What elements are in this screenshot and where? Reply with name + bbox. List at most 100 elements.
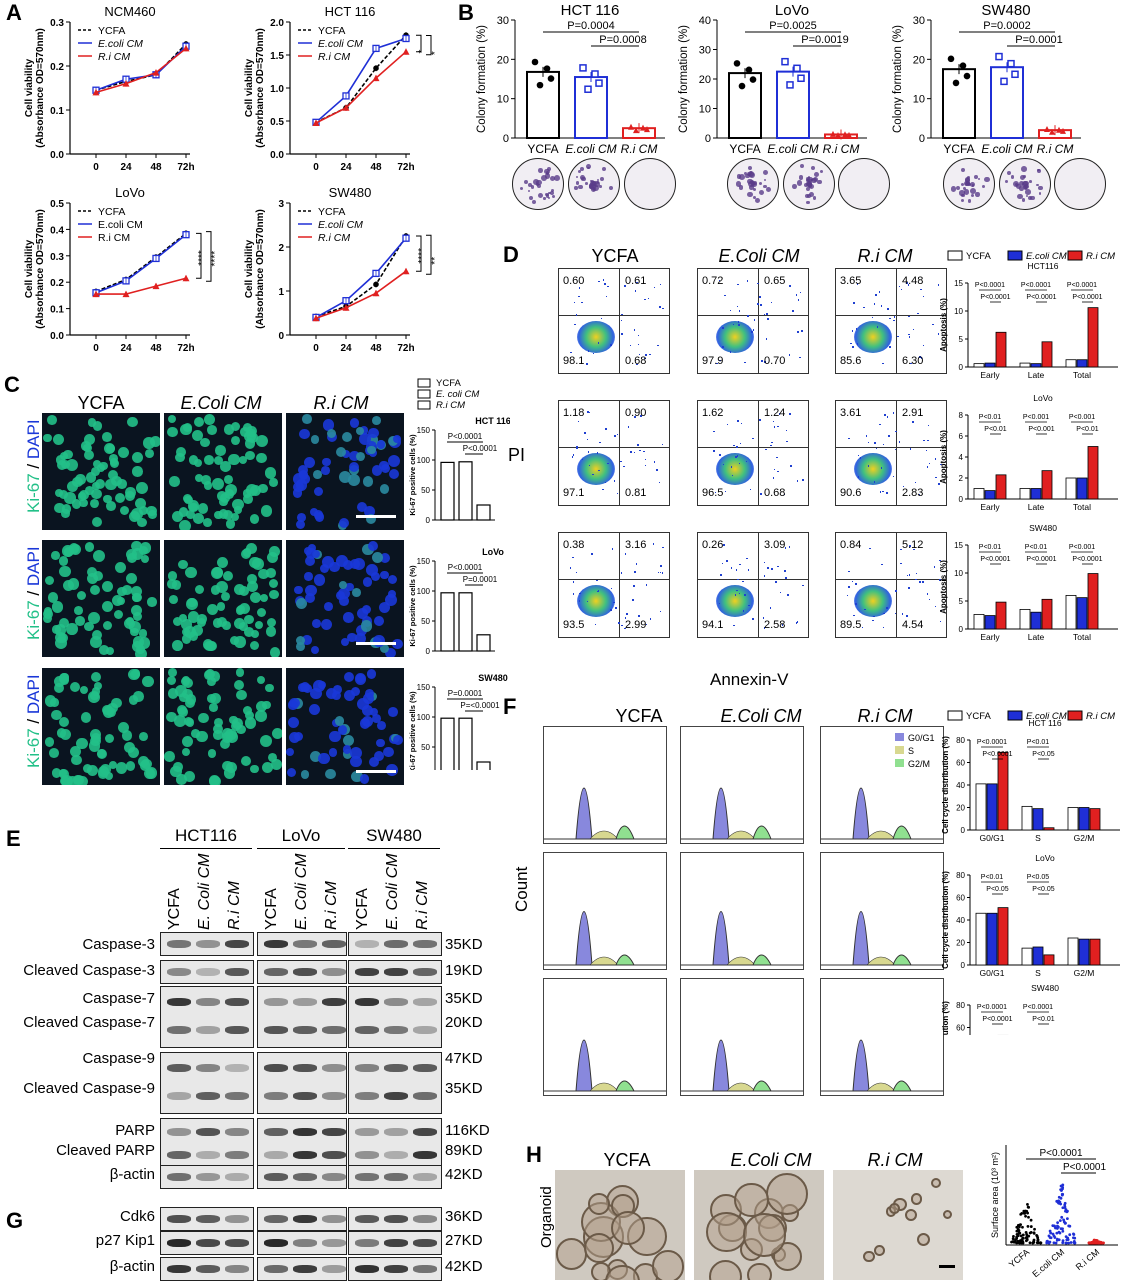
h-organoid-1 — [694, 1170, 824, 1280]
event-dot — [637, 444, 639, 446]
e-lane-0-2: R.i CM — [226, 881, 244, 930]
g-row-label-0: Cdk6 — [0, 1208, 155, 1225]
quadrant-vline — [896, 401, 897, 505]
cell-nucleus — [93, 550, 105, 562]
event-dot — [719, 454, 721, 456]
g-kd-0: 36KD — [445, 1208, 483, 1225]
c-yticklabel-2-1: 50 — [421, 743, 430, 752]
event-dot — [923, 296, 925, 298]
e-lane-2-0: YCFA — [354, 888, 372, 930]
d-flow-1-0: 1.18 0.90 97.1 0.81 — [558, 400, 670, 506]
h-point-1 — [1062, 1218, 1065, 1221]
quadrant-hline — [698, 579, 808, 580]
b-cat-2-2: R.i CM — [1037, 142, 1074, 156]
e-lane-1-2: R.i CM — [323, 881, 341, 930]
cell-nucleus — [59, 717, 69, 727]
f-cat-0-1: S — [1035, 833, 1041, 843]
cell-nucleus — [236, 668, 244, 676]
cell-nucleus — [61, 460, 70, 469]
event-dot — [767, 318, 769, 320]
d-quadrant-ur: 3.09 — [764, 539, 785, 551]
cell-nucleus — [229, 716, 238, 725]
d-p-2-1: P<0.0001 — [980, 556, 1010, 563]
cell-nucleus — [103, 621, 112, 630]
event-dot — [752, 438, 754, 440]
event-dot — [658, 572, 660, 574]
b-dish-0-2 — [624, 158, 676, 210]
f-hist-2-0 — [543, 978, 667, 1096]
event-dot — [731, 466, 733, 468]
cell-nucleus — [109, 761, 117, 769]
h-point-0 — [1012, 1237, 1015, 1240]
a-line-3-1 — [316, 238, 406, 317]
protein-band — [413, 1215, 437, 1223]
event-dot — [887, 416, 889, 418]
b-yticklabel-2-1: 10 — [913, 94, 925, 106]
cell-nucleus — [257, 676, 265, 684]
event-dot — [733, 445, 735, 447]
f-yticklabel-1-0: 0 — [961, 961, 966, 970]
d-quadrant-ll: 97.9 — [702, 355, 723, 367]
cell-nucleus — [324, 602, 333, 611]
event-dot — [737, 420, 739, 422]
event-dot — [638, 615, 640, 617]
event-dot — [713, 450, 715, 452]
protein-band — [196, 1173, 220, 1181]
cell-nucleus — [339, 518, 349, 528]
e-blot-0-2 — [348, 932, 442, 956]
cell-nucleus — [71, 755, 81, 765]
event-dot — [872, 620, 874, 622]
event-dot — [738, 324, 740, 326]
colony-dot — [1029, 180, 1032, 183]
protein-band — [167, 1239, 191, 1247]
event-dot — [598, 281, 600, 283]
cell-nucleus — [135, 498, 146, 509]
protein-band — [167, 1128, 191, 1136]
event-dot — [790, 465, 792, 467]
cell-nucleus — [352, 588, 361, 597]
h-point-0 — [1027, 1216, 1030, 1219]
a-yticklabel-1-1: 0.5 — [270, 117, 284, 128]
event-dot — [751, 331, 753, 333]
cell-nucleus — [336, 447, 346, 457]
event-dot — [593, 353, 595, 355]
event-dot — [798, 299, 800, 301]
protein-band — [167, 1265, 191, 1273]
c-p1-2: P=0.0001 — [448, 689, 483, 698]
b-dot-0-1-0 — [580, 65, 586, 71]
colony-dot — [975, 192, 979, 196]
f-bar-1-2-0 — [1068, 938, 1078, 965]
d-p-0-3: P<0.0001 — [1026, 294, 1056, 301]
c-legend-box-0 — [418, 379, 430, 387]
e-group-1: LoVo — [257, 826, 345, 846]
event-dot — [744, 594, 746, 596]
event-dot — [771, 568, 773, 570]
c-yticklabel-0-3: 150 — [417, 426, 431, 435]
event-dot — [621, 572, 623, 574]
b-p2-0: P=0.0008 — [599, 34, 646, 46]
colony-dot — [1038, 186, 1043, 191]
d-ylabel-0: Apoptosis (%) — [940, 298, 948, 352]
organoid-sphere — [584, 1233, 614, 1263]
a-ylabel1-3: Cell viability — [244, 239, 255, 298]
event-dot — [922, 581, 924, 583]
cell-nucleus — [296, 479, 308, 491]
event-dot — [573, 454, 575, 456]
h-point-1 — [1063, 1206, 1066, 1209]
d-bar-2-2-1 — [1077, 598, 1087, 629]
cell-nucleus — [49, 748, 59, 758]
event-dot — [596, 580, 598, 582]
cell-nucleus — [260, 735, 272, 747]
f-p-0-1: P<0.0001 — [982, 751, 1012, 758]
f-yticklabel-1-1: 20 — [956, 939, 965, 948]
cell-nucleus — [114, 610, 123, 619]
a-yticklabel-1-4: 2.0 — [270, 18, 284, 29]
h-point-1 — [1060, 1189, 1063, 1192]
f-phase-legend-item-2: G2/M — [895, 758, 935, 771]
d-bar-2-2-0 — [1066, 595, 1076, 629]
f-s-area-2-2 — [867, 1083, 895, 1091]
cell-nucleus — [257, 608, 266, 617]
h-organoid-2 — [833, 1170, 963, 1280]
cell-nucleus — [136, 482, 148, 494]
c-micrograph-2-2 — [286, 668, 404, 785]
